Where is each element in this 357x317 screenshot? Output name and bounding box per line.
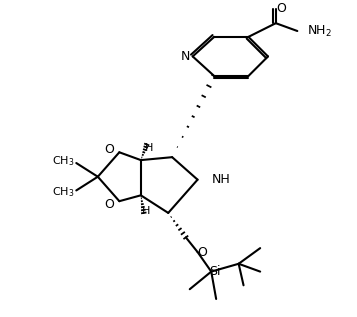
- Text: N: N: [181, 50, 191, 63]
- Text: O: O: [105, 143, 115, 156]
- Text: H: H: [141, 206, 150, 216]
- Text: Si: Si: [210, 265, 221, 278]
- Text: O: O: [277, 2, 287, 15]
- Text: O: O: [105, 197, 115, 210]
- Text: NH: NH: [211, 173, 230, 186]
- Text: CH$_3$: CH$_3$: [52, 154, 74, 168]
- Text: H: H: [145, 143, 153, 153]
- Text: O: O: [197, 246, 207, 259]
- Text: CH$_3$: CH$_3$: [52, 185, 74, 199]
- Text: NH$_2$: NH$_2$: [307, 23, 332, 39]
